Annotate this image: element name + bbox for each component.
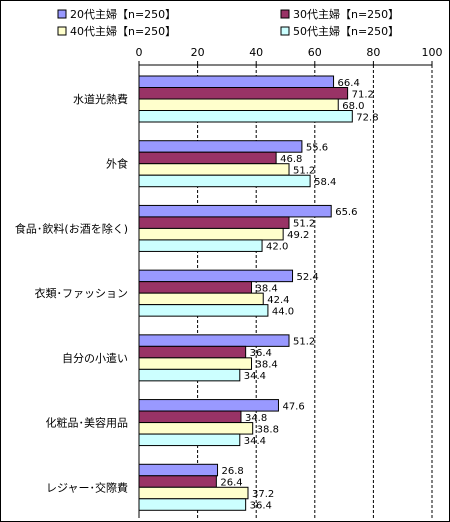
bar-1-7 (138, 463, 219, 477)
x-tick-label: 0 (136, 46, 143, 59)
value-label: 65.6 (335, 207, 357, 218)
category-label: 衣類･ファッション (35, 286, 129, 300)
bar-4-4 (138, 304, 269, 317)
bar-4-7 (138, 498, 247, 511)
x-tick-label: 60 (308, 46, 322, 59)
bar-1-1 (138, 75, 335, 88)
value-label: 51.2 (293, 337, 315, 348)
bar-2-3 (138, 216, 290, 229)
x-tick-label: 40 (249, 46, 263, 59)
bar-4-1 (138, 110, 353, 123)
bar-4-3 (138, 239, 263, 252)
value-label: 38.4 (256, 283, 278, 294)
x-tick-label: 80 (366, 46, 380, 59)
category-label: 食品･飲料(お酒を除く) (15, 221, 128, 235)
value-label: 58.4 (314, 177, 336, 188)
bars (138, 75, 353, 511)
bar-4-6 (138, 433, 241, 447)
value-label: 34.4 (244, 436, 266, 447)
value-label: 34.8 (245, 413, 267, 424)
legend-label-4: 50代主婦【n=250】 (293, 24, 399, 38)
bar-3-4 (138, 292, 264, 306)
value-label: 68.0 (342, 101, 364, 112)
x-tick-label: 20 (191, 46, 205, 59)
value-label: 47.6 (282, 401, 304, 412)
category-label: レジャー･交際費 (46, 480, 128, 494)
bar-3-2 (138, 163, 290, 176)
bar-3-1 (138, 98, 339, 111)
legend-swatch-2 (280, 9, 290, 19)
bar-1-3 (138, 204, 332, 218)
value-label: 38.8 (257, 424, 279, 435)
bar-2-5 (138, 345, 247, 359)
legend-label-2: 30代主婦【n=250】 (293, 7, 399, 21)
bar-3-3 (138, 227, 284, 241)
legend-label-1: 20代主婦【n=250】 (70, 7, 176, 21)
value-label: 52.4 (297, 272, 319, 283)
value-label: 42.4 (267, 295, 289, 306)
category-label: 自分の小遣い (62, 351, 128, 365)
value-label: 51.2 (293, 219, 315, 230)
value-label: 36.4 (250, 501, 272, 512)
category-label: 化粧品･美容用品 (46, 416, 129, 430)
legend: 20代主婦【n=250】 30代主婦【n=250】 40代主婦【n=250】 50代主… (57, 7, 399, 38)
value-label: 66.4 (338, 78, 360, 89)
legend-swatch-3 (57, 26, 67, 36)
value-label: 36.4 (250, 348, 272, 359)
value-label: 71.2 (352, 89, 374, 100)
bar-1-4 (138, 269, 294, 283)
legend-label-3: 40代主婦【n=250】 (70, 24, 176, 38)
value-label: 37.2 (252, 489, 274, 500)
category-label: 水道光熱費 (73, 92, 128, 106)
value-label: 72.8 (356, 112, 378, 123)
category-label: 外食 (106, 157, 128, 171)
value-label: 38.4 (256, 360, 278, 371)
bar-3-6 (138, 422, 254, 435)
bar-1-2 (138, 140, 303, 153)
value-labels: 66.471.268.072.855.646.851.258.465.651.2… (220, 78, 378, 512)
bar-4-2 (138, 174, 311, 188)
bar-1-5 (138, 334, 290, 347)
x-tick-label: 100 (422, 46, 443, 59)
value-label: 26.8 (222, 466, 244, 477)
bar-2-2 (138, 151, 277, 165)
bar-2-6 (138, 410, 242, 424)
bar-4-5 (138, 368, 241, 382)
value-label: 34.4 (244, 371, 266, 382)
bar-3-5 (138, 357, 253, 370)
legend-swatch-1 (57, 9, 67, 19)
value-label: 51.2 (293, 165, 315, 176)
value-label: 49.2 (287, 230, 309, 241)
value-label: 46.8 (280, 154, 302, 165)
value-label: 44.0 (272, 306, 294, 317)
bar-2-7 (138, 475, 217, 488)
bar-1-6 (138, 399, 279, 412)
value-label: 55.6 (306, 142, 328, 153)
legend-swatch-4 (280, 26, 290, 36)
bar-2-4 (138, 281, 253, 294)
value-label: 26.4 (220, 478, 242, 489)
bar-2-1 (138, 87, 349, 100)
value-label: 42.0 (266, 242, 288, 253)
bar-3-7 (138, 486, 249, 500)
